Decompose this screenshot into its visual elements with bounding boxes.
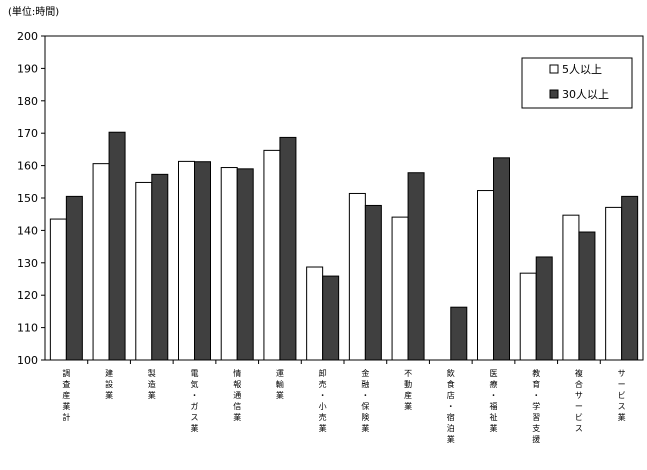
bar-series2: [578, 231, 596, 361]
bar-series2: [535, 256, 553, 361]
bar-series1: [135, 181, 153, 361]
x-tick-label: 教育・学習支援: [532, 368, 540, 444]
bar-series1: [178, 160, 195, 361]
bar-series2: [364, 204, 382, 361]
bar-series1: [562, 214, 580, 361]
bar-series2: [151, 173, 169, 361]
x-tick-label: 医療・福祉業: [490, 369, 498, 433]
legend-swatch: [549, 64, 559, 74]
bar-series2: [108, 131, 126, 361]
legend-swatch: [549, 89, 559, 99]
x-tick-label: 飲食店・宿泊業: [447, 368, 455, 444]
bar-series1: [92, 163, 110, 361]
x-tick-label: 不動産業: [404, 369, 412, 411]
bar-series1: [519, 272, 537, 361]
bar-series2: [493, 157, 510, 361]
legend-box: [521, 57, 633, 109]
x-tick-label: 複合サービス: [575, 368, 583, 433]
bar-series2: [65, 195, 83, 361]
x-axis: 調査産業計 建設業 製造業 電気・ガス業 情報通信業 運輸業 卸売・小売業 金融・保険業 不動産…: [62, 360, 626, 444]
bar-series1: [263, 149, 281, 361]
x-tick-label: 卸売・小売業: [319, 368, 327, 433]
bar-series1: [220, 167, 238, 361]
x-tick-label: 調査産業計: [62, 368, 70, 422]
bar-series2: [621, 195, 639, 361]
bar-series2: [450, 306, 468, 361]
x-tick-label: サービス業: [618, 369, 626, 422]
y-axis: 100 110 120 130 140 150 160 170 180 190 200: [17, 30, 644, 367]
bar-series2: [407, 172, 425, 361]
bar-series1: [49, 218, 67, 361]
y-tick-label: 120: [17, 289, 38, 302]
bar-series1: [348, 192, 366, 361]
y-tick-label: 180: [17, 95, 38, 108]
y-tick-label: 160: [17, 160, 38, 173]
bar-series1: [477, 190, 494, 361]
x-tick-label: 金融・保険業: [361, 368, 369, 433]
bar-series1: [306, 266, 324, 361]
y-tick-label: 140: [17, 224, 38, 237]
x-tick-label: 建設業: [105, 368, 113, 400]
bar-series1: [391, 216, 409, 361]
y-tick-label: 130: [17, 257, 38, 270]
bar-series2: [236, 168, 254, 361]
y-tick-label: 100: [17, 354, 38, 367]
bar-series2: [279, 136, 297, 361]
y-tick-label: 150: [17, 192, 38, 205]
x-tick-label: 情報通信業: [233, 368, 241, 422]
y-tick-label: 110: [17, 322, 38, 335]
x-tick-label: 製造業: [148, 368, 156, 400]
legend-label: 30人以上: [562, 88, 609, 101]
bar-series1: [605, 206, 623, 361]
unit-label: (単位:時間): [8, 7, 60, 18]
x-tick-label: 運輸業: [276, 369, 284, 400]
y-tick-label: 200: [17, 30, 38, 43]
y-tick-label: 190: [17, 62, 38, 75]
legend-label: 5人以上: [562, 63, 602, 76]
bar-series2: [322, 275, 340, 361]
x-tick-label: 電気・ガス業: [191, 369, 199, 433]
bars: [49, 131, 639, 361]
legend: 5人以上 30人以上: [521, 57, 633, 109]
bar-series2: [194, 161, 211, 361]
y-tick-label: 170: [17, 127, 38, 140]
